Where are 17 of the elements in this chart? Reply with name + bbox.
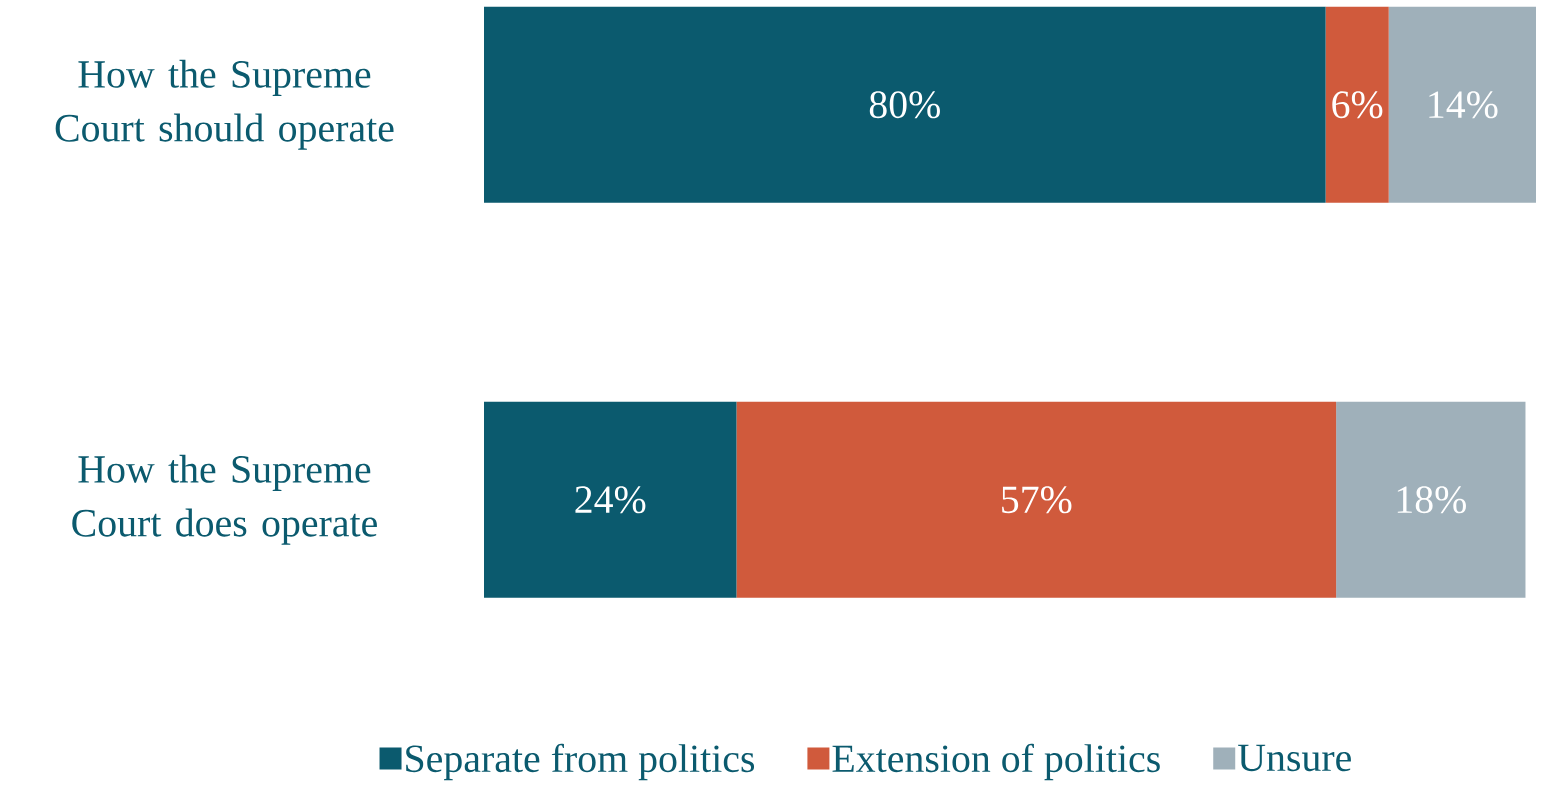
legend-label: Unsure — [1238, 744, 1351, 772]
data-label: 80% — [869, 91, 940, 119]
bar — [1388, 6, 1536, 203]
bar — [736, 401, 1337, 598]
bar — [483, 6, 1326, 203]
data-label: 57% — [1002, 486, 1072, 514]
data-label: 18% — [1397, 486, 1466, 514]
bar — [1325, 6, 1389, 203]
legend-label: Separate from politics — [406, 743, 755, 781]
data-label: 24% — [575, 486, 646, 514]
bar — [483, 401, 737, 598]
y-tick-label: How the Supreme Court should operate — [55, 59, 394, 150]
bar — [1336, 401, 1526, 598]
legend-label: Extension of politics — [832, 743, 1160, 781]
data-label: 14% — [1429, 91, 1498, 119]
data-label: 6% — [1332, 91, 1383, 119]
y-tick-label: How the Supreme Court does operate — [72, 454, 377, 545]
